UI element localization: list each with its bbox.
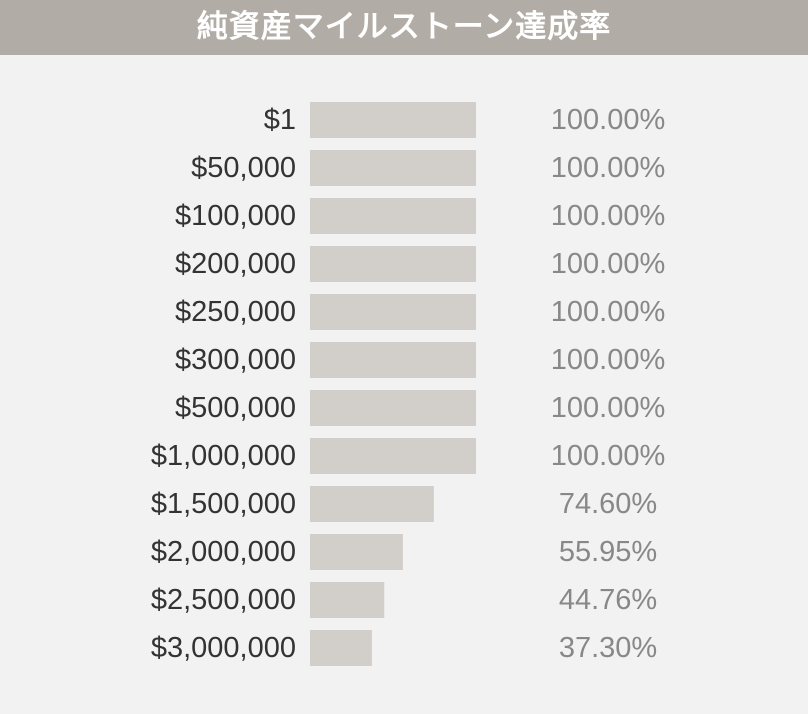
bar-8 bbox=[310, 486, 434, 522]
value-label: 100.00% bbox=[551, 296, 666, 328]
category-label: $50,000 bbox=[191, 152, 296, 184]
value-label: 100.00% bbox=[551, 248, 666, 280]
category-label: $3,000,000 bbox=[151, 632, 296, 664]
category-label: $1,500,000 bbox=[151, 488, 296, 520]
category-label: $2,500,000 bbox=[151, 584, 296, 616]
bar-0 bbox=[310, 102, 476, 138]
value-label: 100.00% bbox=[551, 344, 666, 376]
value-label: 100.00% bbox=[551, 152, 666, 184]
category-label: $1,000,000 bbox=[151, 440, 296, 472]
category-label: $200,000 bbox=[175, 248, 296, 280]
bar-4 bbox=[310, 294, 476, 330]
bar-11 bbox=[310, 630, 372, 666]
chart-title: 純資産マイルストーン達成率 bbox=[0, 0, 808, 55]
bar-3 bbox=[310, 246, 476, 282]
category-label: $300,000 bbox=[175, 344, 296, 376]
category-label: $250,000 bbox=[175, 296, 296, 328]
bar-6 bbox=[310, 390, 476, 426]
value-label: 74.60% bbox=[559, 488, 657, 520]
bar-2 bbox=[310, 198, 476, 234]
bar-10 bbox=[310, 582, 385, 618]
bar-chart: $1 100.00% $50,000 100.00% $100,000 100.00% $2… bbox=[151, 102, 666, 666]
category-label: $500,000 bbox=[175, 392, 296, 424]
value-label: 100.00% bbox=[551, 440, 666, 472]
bar-5 bbox=[310, 342, 476, 378]
category-label: $100,000 bbox=[175, 200, 296, 232]
category-label: $1 bbox=[264, 104, 296, 136]
value-label: 100.00% bbox=[551, 392, 666, 424]
value-label: 55.95% bbox=[559, 536, 657, 568]
value-label: 44.76% bbox=[559, 584, 657, 616]
category-label: $2,000,000 bbox=[151, 536, 296, 568]
bar-9 bbox=[310, 534, 403, 570]
value-label: 100.00% bbox=[551, 104, 666, 136]
value-label: 100.00% bbox=[551, 200, 666, 232]
value-label: 37.30% bbox=[559, 632, 657, 664]
bar-7 bbox=[310, 438, 476, 474]
bar-1 bbox=[310, 150, 476, 186]
